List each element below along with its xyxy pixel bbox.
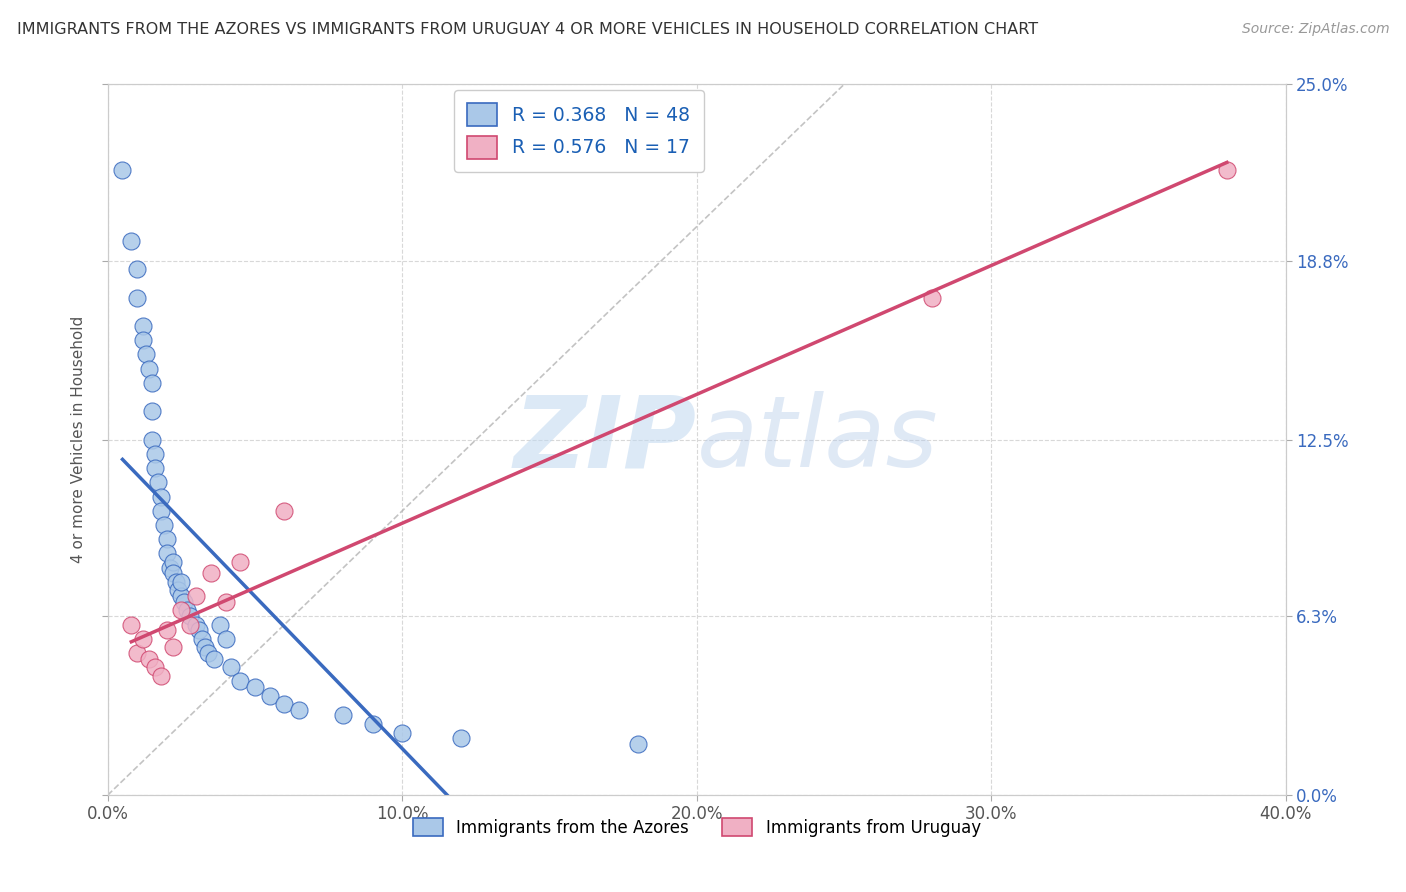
Point bbox=[191, 632, 214, 646]
Point bbox=[127, 646, 149, 660]
Text: IMMIGRANTS FROM THE AZORES VS IMMIGRANTS FROM URUGUAY 4 OR MORE VEHICLES IN HOUS: IMMIGRANTS FROM THE AZORES VS IMMIGRANTS… bbox=[17, 22, 1038, 37]
Point bbox=[200, 566, 222, 581]
Point bbox=[162, 566, 184, 581]
Point bbox=[184, 589, 207, 603]
Point bbox=[627, 737, 650, 751]
Point bbox=[141, 404, 163, 418]
Point bbox=[194, 640, 217, 655]
Point bbox=[127, 262, 149, 277]
Point bbox=[229, 555, 252, 569]
Y-axis label: 4 or more Vehicles in Household: 4 or more Vehicles in Household bbox=[72, 316, 86, 564]
Point bbox=[149, 668, 172, 682]
Point bbox=[149, 504, 172, 518]
Point bbox=[143, 660, 166, 674]
Point bbox=[152, 518, 174, 533]
Point bbox=[170, 603, 193, 617]
Point bbox=[259, 689, 281, 703]
Point bbox=[179, 609, 201, 624]
Point bbox=[273, 504, 295, 518]
Point bbox=[165, 574, 187, 589]
Text: atlas: atlas bbox=[697, 392, 938, 488]
Point bbox=[188, 624, 211, 638]
Point bbox=[156, 533, 179, 547]
Point bbox=[159, 560, 181, 574]
Point bbox=[197, 646, 219, 660]
Point bbox=[167, 583, 190, 598]
Point bbox=[332, 708, 354, 723]
Point bbox=[132, 333, 155, 347]
Point bbox=[921, 291, 943, 305]
Point bbox=[162, 640, 184, 655]
Point bbox=[132, 319, 155, 334]
Point bbox=[170, 574, 193, 589]
Point bbox=[143, 461, 166, 475]
Point bbox=[176, 603, 198, 617]
Point bbox=[149, 490, 172, 504]
Point bbox=[450, 731, 472, 746]
Point bbox=[208, 617, 231, 632]
Point bbox=[156, 546, 179, 560]
Point bbox=[120, 617, 142, 632]
Point bbox=[132, 632, 155, 646]
Point bbox=[214, 595, 236, 609]
Point bbox=[162, 555, 184, 569]
Point bbox=[214, 632, 236, 646]
Point bbox=[120, 234, 142, 248]
Point bbox=[111, 162, 134, 177]
Point bbox=[243, 680, 266, 694]
Point bbox=[202, 651, 225, 665]
Point bbox=[1216, 162, 1239, 177]
Point bbox=[173, 595, 195, 609]
Point bbox=[138, 361, 160, 376]
Point bbox=[143, 447, 166, 461]
Point bbox=[170, 589, 193, 603]
Point bbox=[221, 660, 243, 674]
Point bbox=[156, 624, 179, 638]
Text: ZIP: ZIP bbox=[513, 392, 697, 488]
Point bbox=[361, 717, 384, 731]
Point bbox=[391, 725, 413, 739]
Point bbox=[138, 651, 160, 665]
Point bbox=[229, 674, 252, 689]
Point bbox=[273, 697, 295, 711]
Point bbox=[288, 703, 311, 717]
Point bbox=[179, 617, 201, 632]
Text: Source: ZipAtlas.com: Source: ZipAtlas.com bbox=[1241, 22, 1389, 37]
Point bbox=[146, 475, 169, 490]
Point bbox=[141, 376, 163, 390]
Point bbox=[135, 347, 157, 361]
Legend: R = 0.368   N = 48, R = 0.576   N = 17: R = 0.368 N = 48, R = 0.576 N = 17 bbox=[454, 90, 703, 171]
Point bbox=[127, 291, 149, 305]
Point bbox=[141, 433, 163, 447]
Point bbox=[184, 617, 207, 632]
